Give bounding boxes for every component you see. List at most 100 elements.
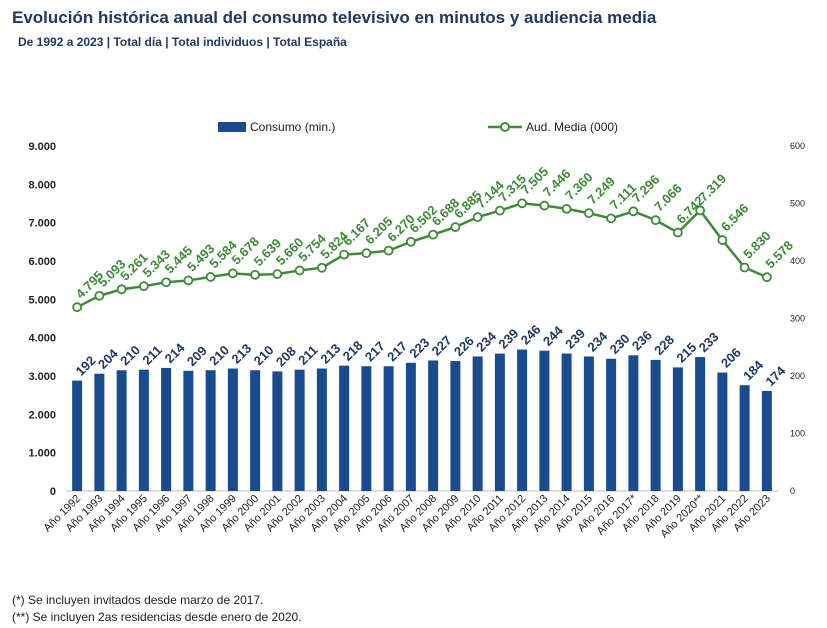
chart-subtitle: De 1992 a 2023 | Total día | Total indiv… xyxy=(18,35,347,49)
bar xyxy=(650,359,661,491)
y-right-tick-label: 200 xyxy=(790,371,805,381)
bar-value-label: 206 xyxy=(718,345,744,371)
chart-title: Evolución histórica anual del consumo te… xyxy=(12,8,657,27)
line-point xyxy=(294,265,305,276)
y-right-tick-label: 500 xyxy=(790,199,805,209)
y-left-tick-label: 3.000 xyxy=(28,371,56,383)
y-left-tick-label: 5.000 xyxy=(28,294,56,306)
bar-value-label: 209 xyxy=(184,343,210,369)
y-left-tick-label: 0 xyxy=(50,486,56,498)
y-left-tick-label: 2.000 xyxy=(28,409,56,421)
line-point xyxy=(517,198,528,209)
line-value-label: 6.546 xyxy=(718,201,752,235)
bar xyxy=(405,362,416,491)
bar-value-label: 218 xyxy=(340,338,366,364)
bar-value-label: 213 xyxy=(228,341,254,367)
bar xyxy=(739,385,750,491)
legend-swatch-line xyxy=(488,122,522,132)
line-point xyxy=(628,206,639,217)
footnote-2: (**) Se incluyen 2as residencias desde e… xyxy=(12,610,302,624)
y-left-tick-label: 6.000 xyxy=(28,256,56,268)
bar-value-label: 244 xyxy=(540,322,566,348)
y-left-tick-label: 9.000 xyxy=(28,141,56,153)
y-right-tick-label: 0 xyxy=(790,486,795,496)
bar-value-label: 210 xyxy=(251,342,277,368)
bar-value-label: 239 xyxy=(562,326,588,352)
bar xyxy=(383,366,394,491)
line-point xyxy=(316,262,327,273)
bar xyxy=(205,370,216,491)
y-right-tick-label: 300 xyxy=(790,314,805,324)
bar-value-label: 214 xyxy=(162,340,188,366)
bar-value-label: 246 xyxy=(518,322,544,348)
line-point xyxy=(227,268,238,279)
line-point xyxy=(339,249,350,260)
bar xyxy=(628,355,639,491)
bar-value-label: 226 xyxy=(451,333,477,359)
legend-item-audiencia: Aud. Media (000) xyxy=(488,120,618,134)
bar-value-label: 227 xyxy=(429,333,455,359)
y-left-tick-label: 7.000 xyxy=(28,218,56,230)
bar xyxy=(695,357,706,491)
bar xyxy=(561,353,572,491)
bar xyxy=(472,356,483,491)
bar xyxy=(339,365,350,491)
line-point xyxy=(761,272,772,283)
line-point xyxy=(739,262,750,273)
bar xyxy=(517,349,528,491)
line-point xyxy=(450,222,461,232)
bar-value-label: 211 xyxy=(295,342,320,367)
y-left-tick-label: 1.000 xyxy=(28,448,56,460)
line-point xyxy=(539,200,550,211)
bar-value-label: 217 xyxy=(362,338,388,364)
legend-swatch-bar xyxy=(218,122,246,132)
legend: Consumo (min.) Aud. Media (000) xyxy=(0,120,827,138)
bar xyxy=(138,369,149,491)
bar xyxy=(161,367,172,491)
legend-item-consumo: Consumo (min.) xyxy=(218,120,335,134)
line-point xyxy=(583,208,594,219)
footnote-1: (*) Se incluyen invitados desde marzo de… xyxy=(12,593,264,607)
line-point xyxy=(250,269,261,280)
line-point xyxy=(405,236,416,247)
bar xyxy=(72,380,83,491)
y-right-tick-label: 100 xyxy=(790,429,805,439)
bar xyxy=(717,372,728,491)
line-value-label: 7.319 xyxy=(696,171,730,205)
bar xyxy=(494,353,505,491)
bar-value-label: 239 xyxy=(495,326,521,352)
bar xyxy=(606,358,617,491)
legend-label-audiencia: Aud. Media (000) xyxy=(526,120,619,134)
line-point xyxy=(717,235,728,245)
bar-value-label: 233 xyxy=(696,329,722,355)
y-left-tick-label: 4.000 xyxy=(28,333,56,345)
line-point xyxy=(672,227,683,238)
line-point xyxy=(361,248,372,259)
y-right-tick-label: 600 xyxy=(790,141,805,151)
bar xyxy=(450,361,461,491)
y-left-tick-label: 8.000 xyxy=(28,179,56,191)
line-point xyxy=(138,281,149,292)
bar xyxy=(227,368,238,491)
line-point xyxy=(94,290,105,301)
legend-label-consumo: Consumo (min.) xyxy=(250,120,336,134)
line-point xyxy=(116,284,127,295)
line-point xyxy=(606,213,617,224)
line-point xyxy=(695,205,706,216)
line-point xyxy=(561,203,572,214)
line-point xyxy=(161,277,172,288)
bar-value-label: 174 xyxy=(762,363,788,389)
line-point xyxy=(494,205,505,216)
line-point xyxy=(183,275,194,286)
bar-value-label: 210 xyxy=(117,342,143,368)
line-point xyxy=(472,212,483,223)
bar xyxy=(116,370,127,491)
bar xyxy=(183,370,194,491)
bar xyxy=(428,360,439,491)
bar xyxy=(272,371,283,491)
line-point xyxy=(205,272,216,282)
bar xyxy=(672,367,683,491)
bar-value-label: 236 xyxy=(629,327,655,353)
bar xyxy=(361,366,372,491)
